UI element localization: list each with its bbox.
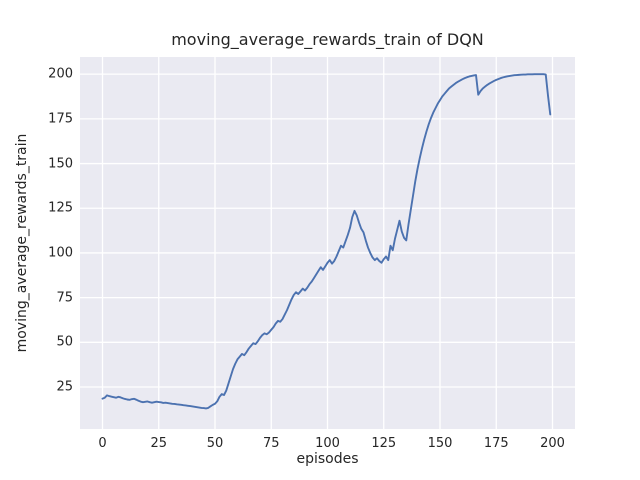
- y-tick-label: 200: [48, 66, 73, 82]
- x-tick-label: 50: [206, 436, 224, 451]
- y-tick-label: 75: [56, 290, 73, 306]
- y-tick-label: 125: [48, 200, 73, 216]
- x-tick-label: 0: [98, 436, 107, 451]
- line-plot-svg: [80, 57, 575, 429]
- x-tick-label: 150: [427, 436, 453, 451]
- y-tick-label: 25: [56, 379, 73, 395]
- y-axis-label: moving_average_rewards_train: [14, 133, 30, 353]
- y-tick-label: 175: [48, 111, 73, 127]
- x-tick-label: 200: [540, 436, 565, 451]
- y-tick-label: 100: [48, 245, 73, 261]
- x-tick-label: 100: [315, 436, 340, 451]
- plot-area: [80, 57, 575, 429]
- x-tick-label: 25: [150, 436, 168, 451]
- chart-title: moving_average_rewards_train of DQN: [171, 30, 484, 49]
- x-tick-label: 175: [483, 436, 509, 451]
- x-tick-label: 75: [262, 436, 280, 451]
- y-tick-label: 150: [48, 156, 73, 172]
- y-tick-label: 50: [56, 334, 73, 350]
- x-axis-label: episodes: [296, 451, 359, 467]
- reward-line-series: [101, 73, 552, 410]
- x-tick-label: 125: [371, 436, 397, 451]
